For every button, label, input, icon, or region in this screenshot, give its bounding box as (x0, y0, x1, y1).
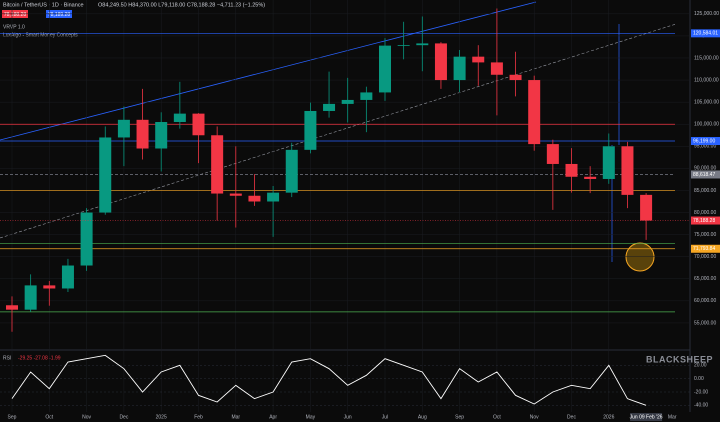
x-tick-label: Sep (8, 414, 17, 420)
level-badge (691, 170, 720, 179)
x-tick-label: Aug (418, 414, 427, 420)
crosshair-box (630, 413, 663, 421)
x-tick-label: May (306, 414, 316, 420)
x-tick-label: Oct (493, 414, 501, 420)
y-tick-label: 115,000.00 (694, 55, 719, 61)
candle-body (43, 285, 56, 289)
candle-body (584, 176, 597, 179)
y-tick-label: 90,000.00 (694, 166, 716, 172)
y-tick-label: 100,000.00 (694, 122, 719, 128)
candle-body (602, 146, 615, 179)
x-tick-label: Sep (455, 414, 464, 420)
y-tick-label: 125,000.00 (694, 11, 719, 17)
x-tick-label: Apr (269, 414, 277, 420)
candle-body (397, 45, 410, 46)
osc-tick-label: -20.00 (694, 389, 708, 395)
osc-name: RSI (3, 355, 11, 361)
candle-body (416, 43, 429, 46)
candle-body (117, 119, 130, 138)
candle-body (229, 193, 242, 196)
y-tick-label: 70,000.00 (694, 254, 716, 260)
y-tick-label: 80,000.00 (694, 210, 716, 216)
candle-body (80, 212, 93, 266)
symbol: Bitcoin / TetherUS · 1D · Binance (3, 2, 84, 8)
watermark: BLACKSHEEP (646, 354, 713, 364)
candle-body (323, 103, 336, 111)
level-label: 96,199.00 (693, 138, 715, 144)
candle-body (528, 80, 541, 145)
y-tick-label: 60,000.00 (694, 298, 716, 304)
x-tick-label: Jul (382, 414, 388, 420)
level-label: 88,618.47 (693, 172, 715, 178)
sell-price[interactable]: 78,188.28 (4, 12, 26, 18)
candle-body (472, 56, 485, 63)
level-label: 71,793.84 (693, 246, 715, 252)
x-tick-label: Nov (82, 414, 91, 420)
candle-body (173, 113, 186, 123)
y-tick-label: 110,000.00 (694, 77, 719, 83)
level-badge (691, 137, 720, 146)
y-tick-label: 95,000.00 (694, 144, 716, 150)
trend-line (0, 1, 537, 141)
candle-body (211, 135, 224, 194)
level-label: 120,584.01 (693, 31, 718, 37)
candle-body (285, 149, 298, 193)
candle-body (360, 92, 373, 100)
x-tick-label: Dec (567, 414, 576, 420)
y-tick-label: 75,000.00 (694, 232, 716, 238)
buy-price[interactable]: 78,189.28 (48, 12, 70, 18)
x-tick-label: Feb (194, 414, 203, 420)
x-tick-label: Dec (119, 414, 128, 420)
x-tick-label: Nov (530, 414, 539, 420)
candle-body (453, 56, 466, 81)
candle-body (155, 122, 168, 149)
x-tick-label: Oct (45, 414, 53, 420)
candle-body (490, 62, 503, 75)
x-tick-label: 2025 (156, 414, 167, 420)
candle-body (136, 119, 149, 149)
candle-body (99, 137, 112, 213)
x-tick-label: 2026 (603, 414, 614, 420)
y-tick-label: 105,000.00 (694, 99, 719, 105)
candle-body (379, 45, 391, 93)
level-badge (691, 244, 720, 253)
x-tick-label: Mar (231, 414, 240, 420)
candle-body (640, 194, 653, 221)
osc-tick-label: -40.00 (694, 403, 708, 409)
osc-tick-label: 0.00 (694, 376, 704, 382)
candle-body (61, 265, 74, 289)
osc-tick-label: 20.00 (694, 363, 707, 369)
x-tick-label: Jun (344, 414, 352, 420)
y-tick-label: 85,000.00 (694, 188, 716, 194)
candle-body (565, 163, 578, 177)
candle-body (24, 285, 37, 310)
candle-body (621, 146, 634, 195)
highlight-circle (625, 242, 655, 272)
candle-body (341, 99, 354, 104)
osc-readout: -29.25 -27.08 -1.99 (18, 355, 61, 361)
candle-body (304, 110, 317, 150)
x-tick-label: Mar (668, 414, 677, 420)
osc-line (11, 354, 647, 406)
last-price-badge (691, 216, 720, 225)
candle-body (248, 195, 261, 202)
candle-body (434, 43, 447, 81)
candle-body (509, 74, 522, 81)
last-price-label: 78,188.28 (693, 218, 715, 224)
y-tick-label: 55,000.00 (694, 320, 716, 326)
candle-body (192, 113, 205, 136)
crosshair-label: Jun 09 Feb '26 (630, 414, 663, 420)
candle-body (6, 305, 18, 310)
indicator: LuxAlgo - Smart Money Concepts (3, 32, 78, 38)
y-tick-label: 65,000.00 (694, 276, 716, 282)
candle-body (267, 192, 280, 202)
candle-body (546, 144, 559, 164)
indicator: VRVP 1.0 (3, 24, 25, 30)
trend-line (0, 23, 677, 239)
level-badge (691, 29, 720, 38)
ohlc: O84,249.50 H84,370.00 L79,118.00 C78,188… (98, 2, 265, 8)
